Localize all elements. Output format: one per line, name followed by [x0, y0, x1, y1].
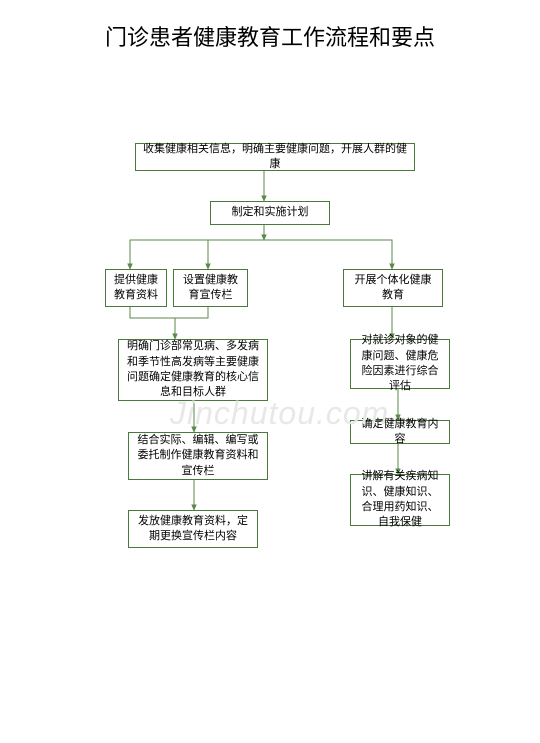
flowchart-node-n11: 发放健康教育资料，定期更换宣传栏内容 — [128, 510, 258, 548]
flowchart-node-n4: 设置健康教育宣传栏 — [173, 269, 248, 307]
edge-3 — [208, 240, 264, 269]
flowchart-node-n9: 结合实际、编辑、编写或委托制作健康教育资料和宣传栏 — [128, 432, 268, 480]
flowchart-node-n7: 对就诊对象的健康问题、健康危险因素进行综合评估 — [350, 339, 450, 389]
flowchart-node-n6: 明确门诊部常见病、多发病和季节性高发病等主要健康问题确定健康教育的核心信息和目标… — [118, 339, 268, 401]
flowchart-node-n3: 提供健康教育资料 — [105, 269, 167, 307]
flowchart-edges — [0, 0, 540, 743]
edge-2 — [130, 240, 264, 269]
flowchart-node-n10: 讲解有关疾病知识、健康知识、合理用药知识、自我保健 — [350, 474, 450, 526]
edge-5 — [130, 307, 175, 318]
flowchart-node-n2: 制定和实施计划 — [210, 201, 330, 225]
flowchart-node-n5: 开展个体化健康教育 — [343, 269, 443, 307]
edge-6 — [175, 307, 208, 318]
flowchart-node-n8: 确定健康教育内容 — [350, 420, 450, 444]
flowchart-node-n1: 收集健康相关信息，明确主要健康问题，开展人群的健康 — [135, 143, 415, 171]
edge-4 — [264, 240, 392, 269]
page-title: 门诊患者健康教育工作流程和要点 — [0, 20, 540, 52]
